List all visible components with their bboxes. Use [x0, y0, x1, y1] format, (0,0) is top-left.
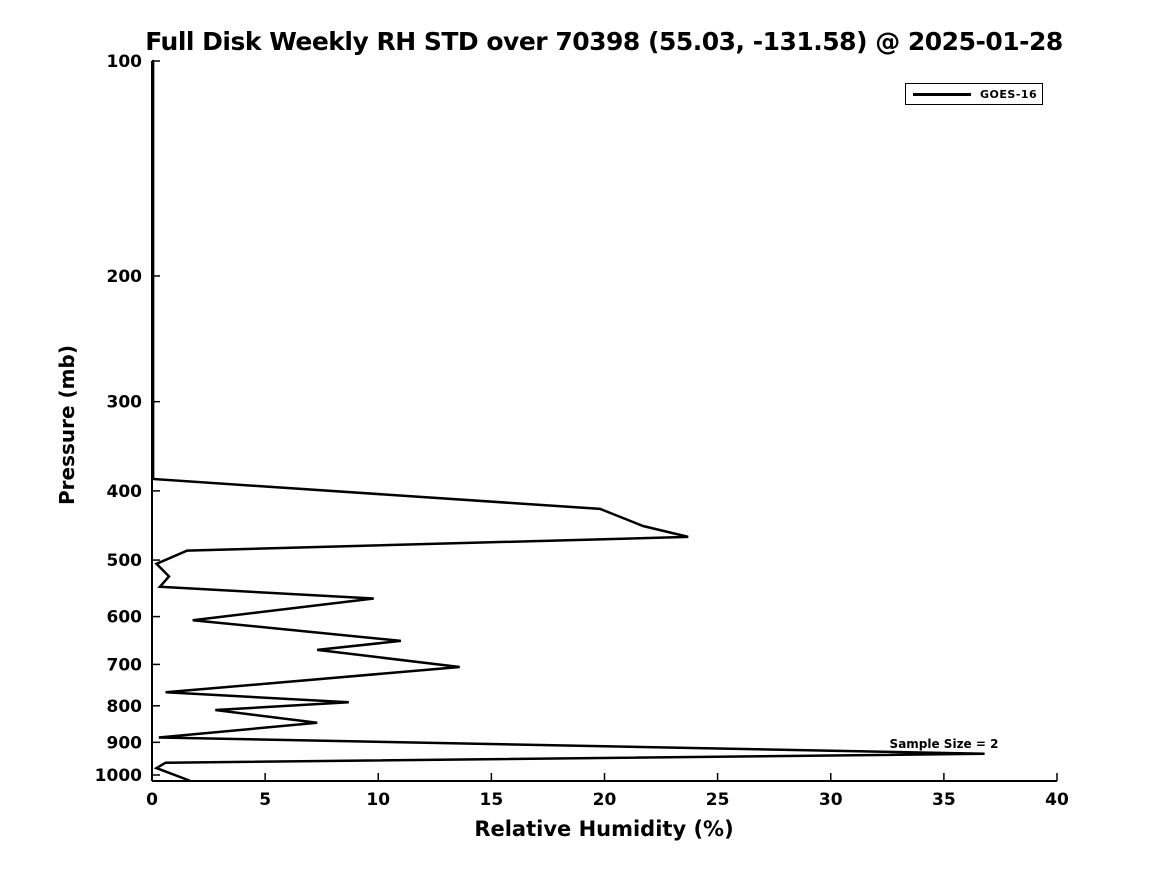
x-tick-label: 5: [259, 790, 271, 810]
y-tick-label: 900: [107, 733, 143, 753]
x-tick-label: 35: [932, 790, 956, 810]
y-tick-label: 1000: [95, 766, 142, 786]
x-tick-label: 25: [706, 790, 730, 810]
legend-line-swatch: [913, 92, 971, 96]
y-tick-label: 400: [107, 482, 143, 502]
x-tick-label: 30: [819, 790, 843, 810]
legend: GOES-16: [905, 83, 1043, 105]
legend-series-label: GOES-16: [980, 87, 1038, 101]
x-tick-label: 20: [593, 790, 617, 810]
y-tick-label: 500: [107, 551, 143, 571]
x-tick-label: 15: [480, 790, 504, 810]
sample-size-annotation: Sample Size = 2: [889, 737, 999, 751]
x-tick-label: 0: [146, 790, 158, 810]
x-tick-label: 10: [366, 790, 390, 810]
series-line-goes-16: [151, 59, 985, 782]
x-axis-label: Relative Humidity (%): [474, 817, 734, 841]
y-tick-label: 100: [107, 52, 143, 72]
chart-title: Full Disk Weekly RH STD over 70398 (55.0…: [145, 27, 1063, 56]
y-tick-label: 800: [107, 697, 143, 717]
y-tick-label: 700: [107, 655, 143, 675]
x-tick-label: 40: [1045, 790, 1069, 810]
y-tick-label: 200: [107, 267, 143, 287]
y-tick-label: 600: [107, 608, 143, 628]
y-tick-label: 300: [107, 393, 143, 413]
